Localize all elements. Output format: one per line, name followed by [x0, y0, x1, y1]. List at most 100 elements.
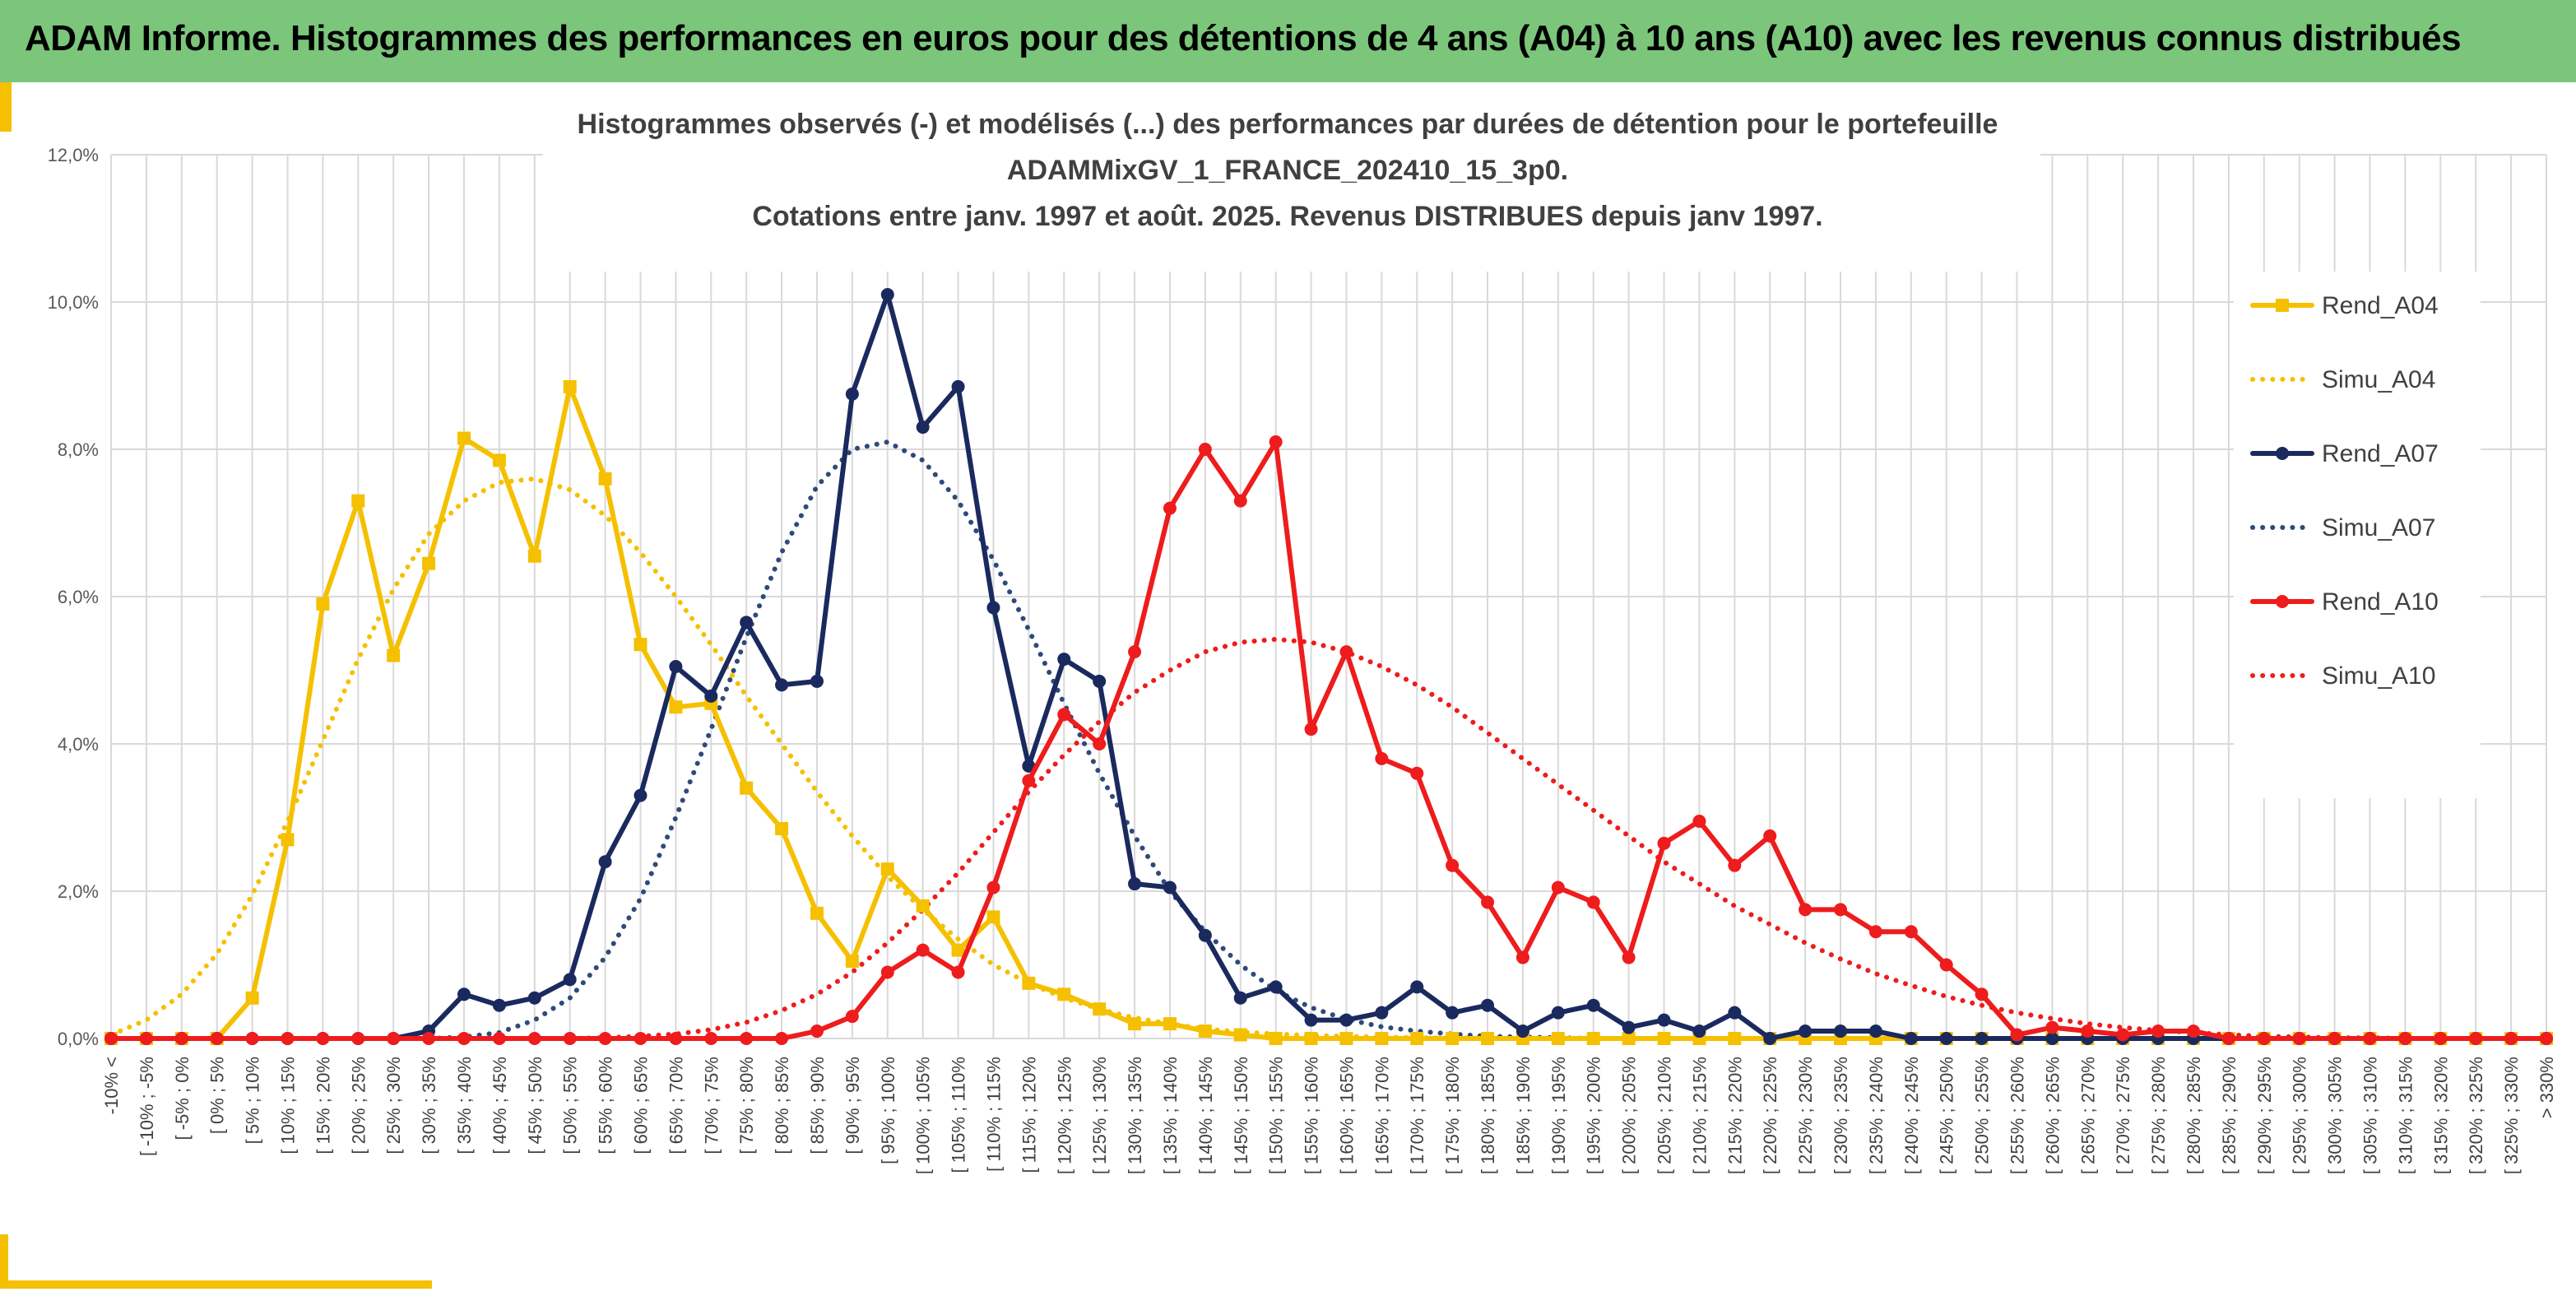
data-point-Rend_A04 — [387, 648, 401, 662]
data-point-Rend_A07 — [1868, 1025, 1882, 1038]
data-point-Rend_A10 — [210, 1032, 224, 1045]
data-point-Rend_A10 — [1233, 494, 1247, 508]
data-point-Rend_A04 — [845, 955, 859, 969]
data-point-Rend_A07 — [1233, 991, 1247, 1005]
x-tick-label: [ 175% ; 180% — [1442, 1057, 1463, 1174]
chart-title-background — [543, 107, 2040, 272]
y-tick-label: 6,0% — [58, 587, 99, 607]
x-tick-label: [ 285% ; 290% — [2219, 1057, 2239, 1174]
data-point-Rend_A07 — [1515, 1025, 1529, 1038]
data-point-Rend_A07 — [880, 288, 894, 302]
data-point-Rend_A07 — [951, 379, 965, 393]
chart-title-line: ADAMMixGV_1_FRANCE_202410_15_3p0. — [1007, 155, 1568, 186]
chart-title-line: Cotations entre janv. 1997 et août. 2025… — [752, 201, 1822, 232]
series-line-Simu_A10 — [109, 636, 2549, 1041]
data-point-Rend_A10 — [2328, 1032, 2342, 1045]
legend-label: Rend_A04 — [2322, 292, 2439, 319]
x-tick-label: [ 200% ; 205% — [1619, 1057, 1640, 1174]
x-tick-label: [ 125% ; 130% — [1089, 1057, 1110, 1174]
data-point-Rend_A10 — [634, 1032, 647, 1045]
data-point-Rend_A10 — [1198, 443, 1212, 456]
x-tick-label: [ 220% ; 225% — [1760, 1057, 1780, 1174]
data-point-Rend_A10 — [2257, 1032, 2271, 1045]
data-point-Rend_A04 — [1022, 976, 1036, 990]
data-point-Rend_A04 — [634, 638, 647, 652]
data-point-Rend_A10 — [1093, 737, 1107, 750]
data-point-Rend_A10 — [1022, 774, 1036, 788]
data-point-Rend_A10 — [2045, 1020, 2059, 1034]
data-point-Rend_A07 — [1093, 674, 1107, 688]
data-point-Rend_A10 — [2469, 1032, 2483, 1045]
legend-marker — [2276, 299, 2289, 312]
data-point-Rend_A07 — [1057, 653, 1071, 667]
data-point-Rend_A10 — [492, 1032, 506, 1045]
data-point-Rend_A07 — [704, 689, 718, 703]
x-tick-label: [ 245% ; 250% — [1937, 1057, 1957, 1174]
data-point-Rend_A07 — [1799, 1025, 1812, 1038]
legend-marker — [2276, 595, 2289, 608]
x-tick-label: [ 255% ; 260% — [2007, 1057, 2028, 1174]
data-point-Rend_A07 — [1657, 1013, 1671, 1027]
x-tick-label: [ 25% ; 30% — [383, 1057, 404, 1155]
x-tick-label: [ 70% ; 75% — [701, 1057, 722, 1155]
x-tick-label: [ 270% ; 275% — [2113, 1057, 2133, 1174]
data-point-Rend_A04 — [1233, 1028, 1247, 1042]
data-point-Rend_A10 — [2292, 1032, 2306, 1045]
data-point-Rend_A04 — [775, 821, 789, 835]
data-point-Rend_A10 — [351, 1032, 365, 1045]
data-point-Rend_A04 — [1551, 1032, 1565, 1045]
page-title: ADAM Informe. Histogrammes des performan… — [25, 18, 2462, 58]
data-point-Rend_A10 — [845, 1010, 859, 1024]
data-point-Rend_A10 — [2010, 1028, 2024, 1042]
x-tick-label: [ 180% ; 185% — [1478, 1057, 1498, 1174]
legend-marker — [2276, 447, 2289, 460]
data-point-Rend_A10 — [1904, 925, 1918, 939]
x-tick-label: [ 75% ; 80% — [736, 1057, 757, 1155]
data-point-Rend_A07 — [1939, 1032, 1953, 1045]
data-point-Rend_A10 — [2504, 1032, 2518, 1045]
chart-title: Histogrammes observés (-) et modélisés (… — [543, 107, 2040, 272]
data-point-Rend_A10 — [1551, 880, 1565, 894]
x-tick-label: [ 230% ; 235% — [1831, 1057, 1851, 1174]
x-tick-label: [ 60% ; 65% — [630, 1057, 651, 1155]
data-point-Rend_A10 — [2221, 1032, 2235, 1045]
data-point-Rend_A10 — [281, 1032, 295, 1045]
x-tick-label: [ 260% ; 265% — [2042, 1057, 2063, 1174]
data-point-Rend_A07 — [810, 674, 824, 688]
data-point-Rend_A10 — [1375, 751, 1389, 765]
x-tick-label: [ 290% ; 295% — [2254, 1057, 2275, 1174]
y-tick-label: 8,0% — [58, 439, 99, 460]
data-point-Rend_A10 — [986, 880, 1000, 894]
data-point-Rend_A04 — [740, 781, 754, 795]
data-point-Rend_A10 — [1975, 987, 1989, 1001]
data-point-Rend_A10 — [1868, 925, 1882, 939]
data-point-Rend_A04 — [1622, 1032, 1636, 1045]
data-point-Rend_A04 — [316, 597, 330, 611]
data-point-Rend_A10 — [1834, 903, 1848, 917]
series-line-Rend_A07 — [109, 292, 2549, 1041]
data-point-Rend_A07 — [634, 788, 647, 802]
x-tick-label: [ 130% ; 135% — [1125, 1057, 1145, 1174]
x-tick-label: [ 5% ; 10% — [243, 1057, 263, 1144]
x-tick-label: > 330% — [2537, 1057, 2557, 1118]
x-tick-label: [ 135% ; 140% — [1160, 1057, 1181, 1174]
x-tick-label: [ 250% ; 255% — [1972, 1057, 1993, 1174]
x-tick-label: [ 100% ; 105% — [913, 1057, 934, 1174]
x-tick-label: [ 50% ; 55% — [560, 1057, 581, 1155]
x-tick-label: [ 235% ; 240% — [1866, 1057, 1887, 1174]
data-point-Rend_A10 — [316, 1032, 330, 1045]
x-tick-label: [ 310% ; 315% — [2395, 1057, 2416, 1174]
data-point-Rend_A10 — [1586, 895, 1600, 909]
x-tick-label: [ 65% ; 70% — [666, 1057, 686, 1155]
data-point-Rend_A07 — [527, 991, 541, 1005]
data-point-Rend_A07 — [740, 616, 754, 630]
chart-title-line: Histogrammes observés (-) et modélisés (… — [578, 109, 1998, 140]
y-tick-label: 12,0% — [48, 145, 99, 165]
x-tick-label: [ 275% ; 280% — [2148, 1057, 2169, 1174]
data-point-Rend_A07 — [1339, 1013, 1353, 1027]
y-tick-label: 0,0% — [58, 1029, 99, 1049]
accent-bar-bottom-left — [0, 1234, 8, 1289]
grid-layer — [110, 154, 2547, 1039]
data-point-Rend_A04 — [1728, 1032, 1742, 1045]
data-point-Rend_A04 — [492, 453, 506, 467]
